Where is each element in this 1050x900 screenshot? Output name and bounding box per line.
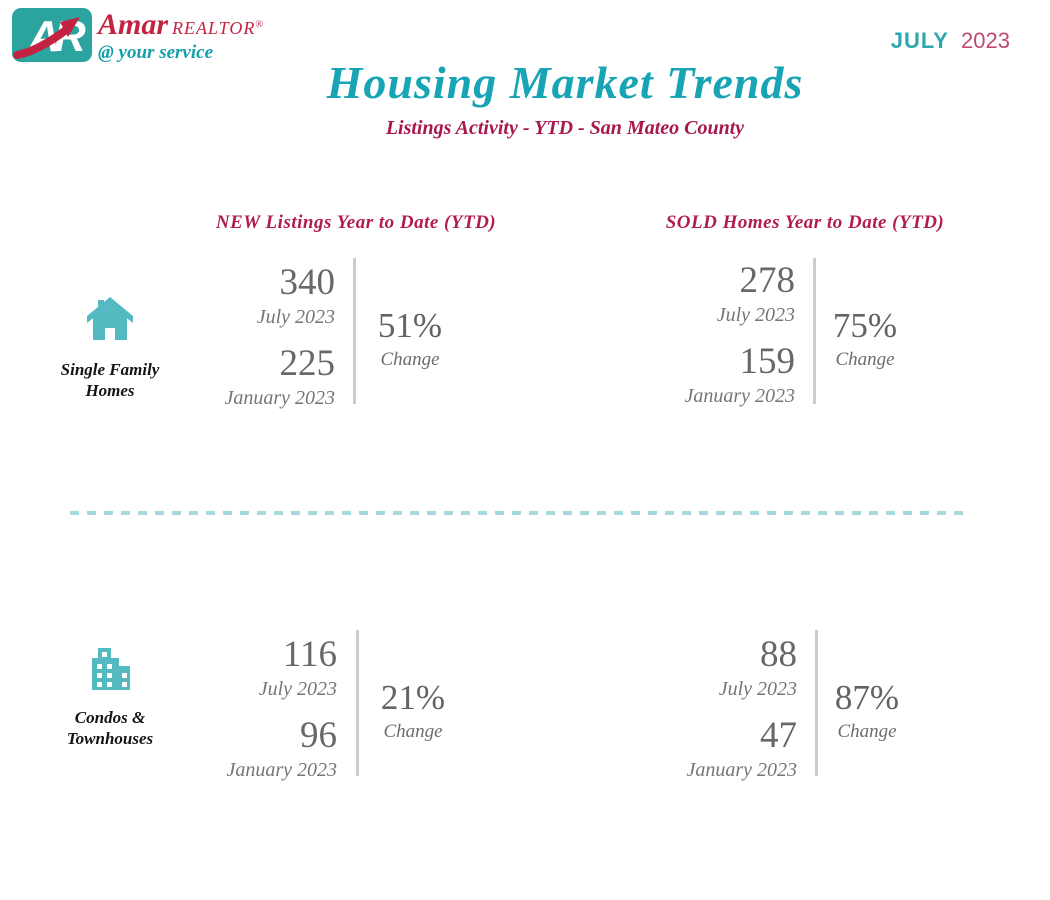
sfh-sold-current-value: 278 [739,260,796,301]
entity-label-line1: Condos & [74,708,146,727]
condo-new-divider [356,630,359,776]
condo-new-change-label: Change [383,720,443,742]
house-icon [87,297,133,340]
entity-condos: Condos & Townhouses [20,644,200,750]
brand-name-line: Amar REALTOR® [98,10,263,40]
section-dashed-divider [70,511,968,515]
sfh-sold-change-value: 75% [832,306,898,345]
entity-label-line1: Single Family [60,360,160,379]
condo-sold-current-period: July 2023 [718,677,797,700]
title-block: Housing Market Trends Listings Activity … [80,56,1050,140]
sfh-sold-change: 75% Change [815,306,915,371]
condo-new-change: 21% Change [363,678,463,743]
brand-suffix: REALTOR [172,18,256,38]
condo-new-values: 116 July 2023 96 January 2023 [137,634,337,782]
page-title: Housing Market Trends [326,57,804,108]
condo-sold-change-label: Change [837,720,897,742]
sfh-sold-values: 278 July 2023 159 January 2023 [595,260,796,408]
condo-new-current-period: July 2023 [258,677,337,700]
sfh-sold-previous-value: 159 [739,340,796,382]
sfh-new-change-value: 51% [377,306,443,345]
sfh-new-divider [353,258,356,404]
condo-new-previous-value: 96 [300,714,337,756]
building-icon [92,648,130,690]
condo-sold-current-value: 88 [760,634,797,675]
sfh-sold-change-label: Change [835,348,895,370]
entity-label-line2: Townhouses [66,729,154,749]
logo-arrow-swoosh [13,26,70,59]
condo-new-change-value: 21% [380,678,446,717]
page-subtitle: Listings Activity - YTD - San Mateo Coun… [385,117,745,139]
condo-sold-values: 88 July 2023 47 January 2023 [597,634,797,782]
report-year: 2023 [961,28,1010,53]
brand-text: Amar REALTOR® @ your service [98,10,263,63]
condo-new-current-value: 116 [282,634,337,675]
sfh-new-current-period: July 2023 [256,305,335,328]
column-header-new-listings: NEW Listings Year to Date (YTD) [215,212,497,233]
sfh-sold-divider [813,258,816,404]
report-month: JULY [890,28,949,53]
brand-tagline: @ your service [98,42,214,63]
logo-arrow-head [60,17,80,37]
sfh-new-current-value: 340 [279,262,336,303]
sfh-new-values: 340 July 2023 225 January 2023 [135,262,336,410]
condo-new-previous-period: January 2023 [226,758,337,781]
column-header-sold-homes: SOLD Homes Year to Date (YTD) [665,212,945,233]
report-date: JULY 2023 [891,28,1010,54]
condo-sold-change: 87% Change [817,678,917,743]
sfh-new-previous-value: 225 [279,342,336,384]
sfh-new-change: 51% Change [360,306,460,371]
sfh-sold-previous-period: January 2023 [684,384,795,407]
sfh-sold-current-period: July 2023 [716,303,795,326]
condo-sold-previous-period: January 2023 [686,758,797,781]
entity-single-family: Single Family Homes [20,296,200,402]
entity-label: Single Family Homes [20,359,200,402]
condo-sold-change-value: 87% [834,678,900,717]
condo-sold-divider [815,630,818,776]
brand-name: Amar [98,8,169,41]
registered-mark: ® [255,19,263,31]
brand-logo: AR [12,8,92,62]
sfh-new-previous-period: January 2023 [224,386,335,409]
sfh-new-change-label: Change [380,348,440,370]
entity-label: Condos & Townhouses [20,707,200,750]
entity-label-line2: Homes [85,381,135,401]
amar-realtor-logo-icon: AR [12,8,92,62]
condo-sold-previous-value: 47 [760,714,797,756]
